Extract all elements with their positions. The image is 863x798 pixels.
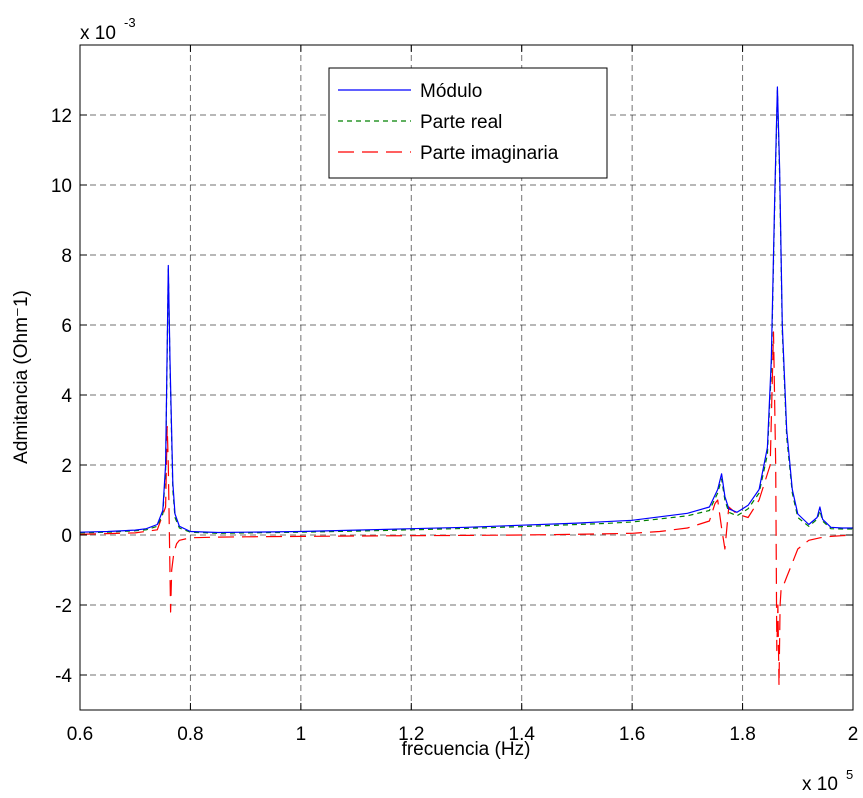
series-line-0	[79, 86, 853, 534]
x-tick-label: 1	[296, 724, 307, 745]
y-multiplier-exponent: -3	[124, 15, 136, 30]
legend: Módulo Parte real Parte imaginaria	[328, 67, 608, 179]
x-multiplier-exponent: 5	[846, 767, 853, 782]
x-axis-label: frecuencia (Hz)	[402, 739, 531, 760]
x-tick-label: 1.8	[729, 724, 755, 745]
plot-frame	[79, 44, 854, 711]
legend-label-0: Módulo	[420, 81, 482, 102]
legend-label-1: Parte real	[420, 112, 502, 133]
y-tick-label: 8	[61, 246, 72, 267]
series-layer	[79, 86, 854, 687]
axis-ticks: 0.6 0.8 1 1.2 1.4 1.6 1.8 2 -4 -2 0 2 4 6 8 10 12	[51, 45, 858, 745]
y-tick-label: 0	[61, 526, 72, 547]
x-tick-label: 1.2	[398, 724, 424, 745]
x-tick-label: 0.6	[67, 724, 93, 745]
x-tick-label: 1.6	[619, 724, 645, 745]
y-tick-label: 4	[61, 386, 72, 407]
y-tick-label: -2	[55, 596, 72, 617]
y-tick-label: 10	[51, 176, 72, 197]
x-tick-label: 1.4	[509, 724, 536, 745]
x-multiplier-base: x 10	[802, 774, 838, 795]
y-axis-label: Admitancia (Ohm⁻1)	[11, 290, 32, 464]
legend-label-2: Parte imaginaria	[420, 143, 559, 164]
y-tick-label: -4	[55, 666, 72, 687]
x-tick-label: 0.8	[177, 724, 203, 745]
x-multiplier: x 10 5	[802, 767, 853, 795]
y-multiplier-base: x 10	[80, 23, 116, 44]
y-tick-label: 6	[61, 316, 72, 337]
y-tick-label: 12	[51, 106, 72, 127]
series-line-2	[79, 331, 854, 687]
x-tick-label: 2	[848, 724, 859, 745]
y-multiplier: x 10 -3	[80, 15, 136, 44]
y-tick-label: 2	[61, 456, 72, 477]
legend-box	[328, 67, 608, 179]
